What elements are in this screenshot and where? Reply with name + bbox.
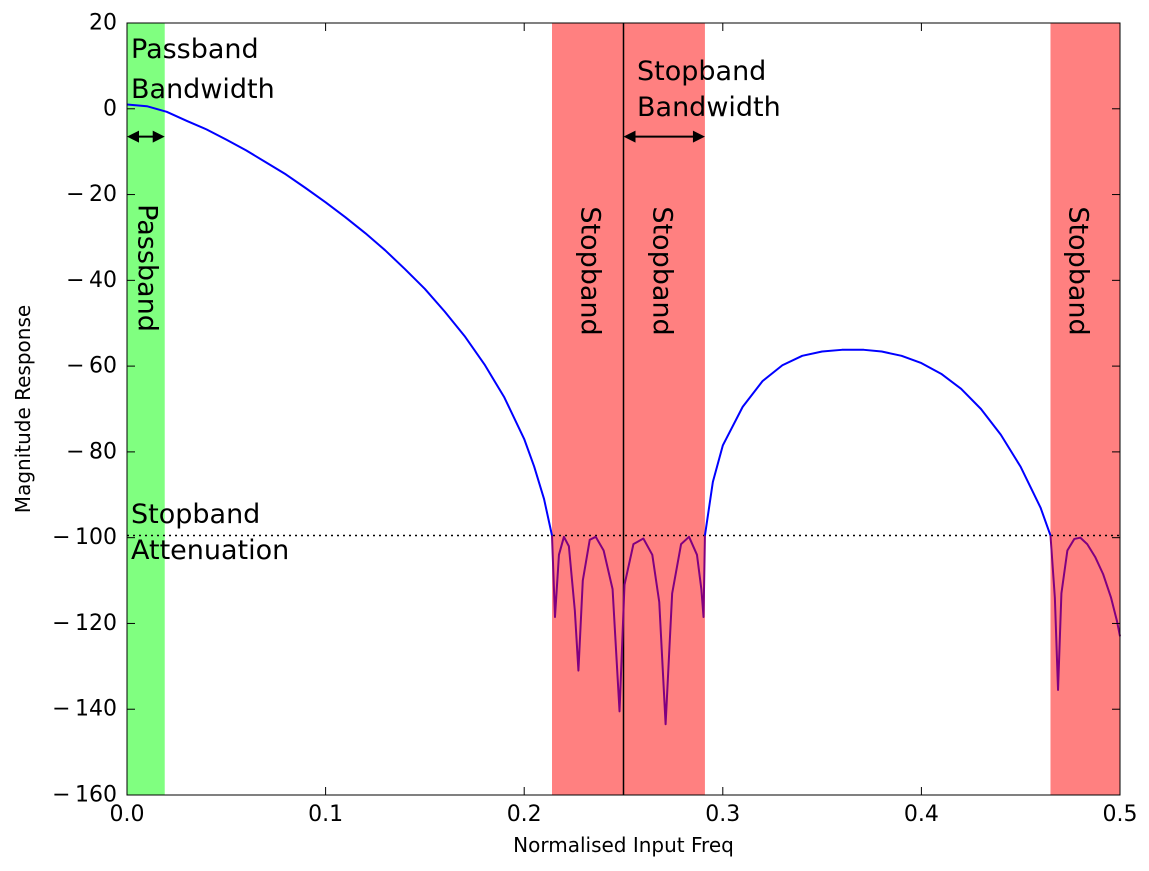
y-tick-label-9: − 160: [52, 783, 117, 808]
annotations-layer: Passband Stopband Stopband Stopband Passband…: [127, 34, 1094, 566]
y-tick-label-6: − 100: [52, 525, 117, 550]
response-series-3: [1049, 535, 1121, 691]
stopband-label-1: Stopband: [647, 206, 678, 335]
x-axis-label: Normalised Input Freq: [513, 833, 734, 857]
passband-region: [127, 23, 165, 795]
stopband-bandwidth-arrow: [623, 130, 705, 143]
passband-bandwidth-text-0: Passband: [131, 34, 259, 65]
passband-bandwidth-arrow: [127, 130, 165, 143]
passband-bandwidth-arrow-head-left: [127, 130, 139, 143]
stopband-bandwidth-arrow-head-right: [692, 130, 705, 143]
stopband-attenuation-text-0: Stopband: [131, 499, 260, 530]
y-tick-label-5: − 80: [66, 439, 117, 464]
stopband-attenuation-text-1: Attenuation: [131, 535, 289, 566]
stopband-bandwidth-arrow-head-left: [623, 130, 636, 143]
passband-bandwidth-text-1: Bandwidth: [131, 74, 275, 105]
y-tick-label-0: 20: [89, 11, 117, 36]
x-tick-label-3: 0.3: [705, 802, 740, 827]
y-tick-label-8: − 140: [52, 697, 117, 722]
bands-layer: [127, 23, 1120, 795]
y-axis-label: Magnitude Response: [11, 305, 35, 513]
y-tick-label-3: − 40: [66, 268, 117, 293]
response-series-0: [126, 103, 553, 536]
y-tick-label-1: 0: [103, 96, 117, 121]
stopband-label-0: Stopband: [575, 206, 606, 335]
x-tick-label-2: 0.2: [507, 802, 542, 827]
ticks-layer: 0.0 0.1 0.2 0.3 0.4 0.5 20 0 − 20 − 40 − 60 − 80 − 1…: [52, 11, 1137, 828]
stopband-region-2: [1050, 23, 1120, 795]
plot-frame: [126, 22, 1121, 796]
stopband-region-0: [552, 23, 624, 795]
x-tick-label-4: 0.4: [904, 802, 939, 827]
response-series-2: [703, 348, 1052, 536]
series-layer: [126, 103, 1121, 726]
passband-bandwidth-arrow-head-right: [152, 130, 165, 143]
stopband-region-1: [623, 23, 705, 795]
x-tick-label-1: 0.1: [308, 802, 343, 827]
response-series-1: [551, 535, 706, 726]
y-tick-label-4: − 60: [66, 354, 117, 379]
y-tick-label-7: − 120: [52, 611, 117, 636]
stopband-label-2: Stopband: [1063, 206, 1094, 335]
y-tick-label-2: − 20: [66, 182, 117, 207]
passband-label: Passband: [131, 204, 162, 332]
reference-lines-layer: [127, 23, 1120, 795]
x-tick-label-5: 0.5: [1103, 802, 1138, 827]
x-tick-label-0: 0.0: [110, 802, 145, 827]
stopband-bandwidth-text-0: Stopband: [637, 56, 766, 87]
stopband-bandwidth-text-1: Bandwidth: [637, 92, 781, 123]
